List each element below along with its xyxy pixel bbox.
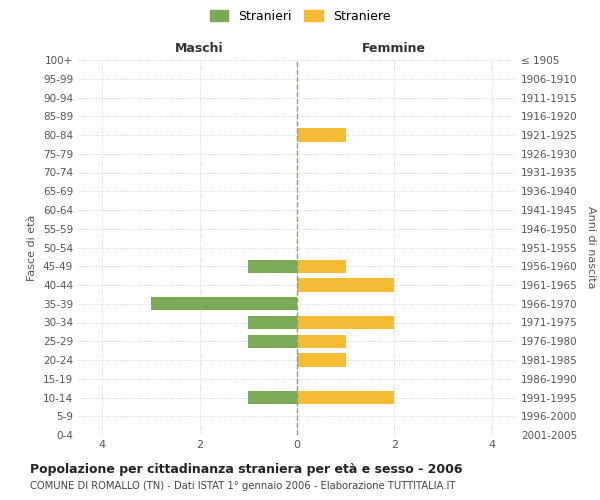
Y-axis label: Anni di nascita: Anni di nascita — [586, 206, 596, 289]
Bar — [297, 316, 394, 329]
Bar — [151, 297, 297, 310]
Y-axis label: Fasce di età: Fasce di età — [28, 214, 37, 280]
Legend: Stranieri, Straniere: Stranieri, Straniere — [206, 6, 394, 26]
Bar — [297, 260, 346, 273]
Bar — [297, 128, 346, 141]
Bar — [297, 354, 346, 366]
Text: Popolazione per cittadinanza straniera per età e sesso - 2006: Popolazione per cittadinanza straniera p… — [30, 462, 463, 475]
Text: COMUNE DI ROMALLO (TN) - Dati ISTAT 1° gennaio 2006 - Elaborazione TUTTITALIA.IT: COMUNE DI ROMALLO (TN) - Dati ISTAT 1° g… — [30, 481, 455, 491]
Bar — [248, 391, 297, 404]
Bar — [248, 316, 297, 329]
Bar — [297, 278, 394, 291]
Bar — [297, 391, 394, 404]
Bar — [248, 334, 297, 348]
Bar — [248, 260, 297, 273]
Bar — [297, 334, 346, 348]
